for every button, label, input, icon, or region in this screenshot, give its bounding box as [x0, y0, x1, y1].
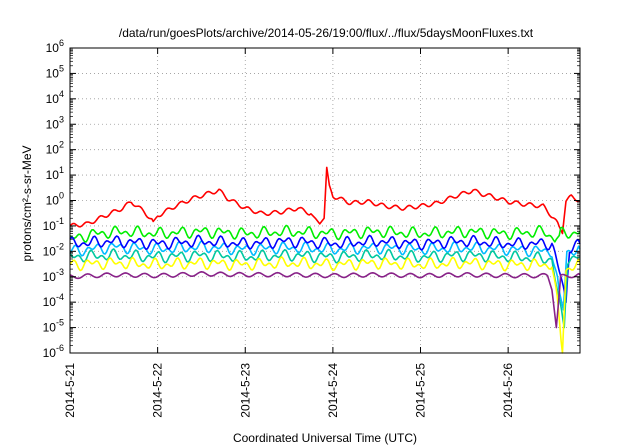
y-tick-label: 10-1 — [43, 216, 64, 233]
y-tick-label: 10-6 — [43, 343, 64, 360]
series-line-5 — [69, 256, 581, 354]
y-tick-base: 10 — [46, 92, 60, 106]
y-tick-exponent: -6 — [56, 343, 64, 353]
y-tick-label: 10-2 — [43, 241, 64, 258]
series-line-0 — [69, 166, 581, 235]
y-tick-base: 10 — [46, 194, 60, 208]
y-tick-label: 103 — [46, 114, 64, 131]
y-tick-base: 10 — [43, 295, 57, 309]
y-tick-exponent: -4 — [56, 292, 64, 302]
y-tick-base: 10 — [43, 270, 57, 284]
y-tick-exponent: 3 — [59, 114, 64, 124]
ticks: 10-610-510-410-310-210-11001011021031041… — [43, 38, 580, 418]
y-axis-label: protons/cm²-s-sr-MeV — [20, 145, 34, 261]
y-tick-exponent: 6 — [59, 38, 64, 48]
chart-title: /data/run/goesPlots/archive/2014-05-26/1… — [119, 26, 534, 40]
y-tick-exponent: 4 — [59, 89, 64, 99]
x-tick-label: 2014-5-22 — [151, 363, 165, 418]
x-tick-label: 2014-5-21 — [63, 363, 77, 418]
y-tick-exponent: 5 — [59, 63, 64, 73]
y-tick-label: 10-5 — [43, 318, 64, 335]
y-tick-base: 10 — [43, 346, 57, 360]
y-tick-label: 105 — [46, 63, 64, 80]
y-tick-label: 104 — [46, 89, 64, 106]
y-tick-label: 106 — [46, 38, 64, 55]
y-tick-base: 10 — [46, 143, 60, 157]
y-tick-base: 10 — [46, 66, 60, 80]
y-tick-label: 10-3 — [43, 267, 64, 284]
y-tick-exponent: -3 — [56, 267, 64, 277]
y-tick-base: 10 — [43, 219, 57, 233]
y-tick-exponent: 2 — [59, 140, 64, 150]
y-tick-label: 101 — [46, 165, 64, 182]
y-tick-exponent: -2 — [56, 241, 64, 251]
y-tick-label: 102 — [46, 140, 64, 157]
series-line-2 — [69, 240, 581, 311]
y-tick-exponent: -5 — [56, 318, 64, 328]
y-tick-base: 10 — [46, 117, 60, 131]
y-tick-label: 10-4 — [43, 292, 64, 309]
y-tick-base: 10 — [46, 168, 60, 182]
series-line-1 — [69, 224, 581, 243]
y-tick-base: 10 — [43, 321, 57, 335]
series-line-3 — [69, 234, 581, 303]
y-tick-exponent: 1 — [59, 165, 64, 175]
x-tick-label: 2014-5-23 — [238, 363, 252, 418]
y-tick-base: 10 — [43, 244, 57, 258]
x-tick-label: 2014-5-24 — [326, 363, 340, 418]
series-group — [69, 166, 581, 354]
x-tick-label: 2014-5-26 — [501, 363, 515, 418]
x-tick-label: 2014-5-25 — [414, 363, 428, 418]
series-line-4 — [69, 248, 581, 329]
y-tick-exponent: -1 — [56, 216, 64, 226]
y-tick-label: 100 — [46, 191, 64, 208]
series-line-6 — [69, 271, 581, 329]
y-tick-exponent: 0 — [59, 191, 64, 201]
x-axis-label: Coordinated Universal Time (UTC) — [233, 431, 417, 445]
y-tick-base: 10 — [46, 41, 60, 55]
